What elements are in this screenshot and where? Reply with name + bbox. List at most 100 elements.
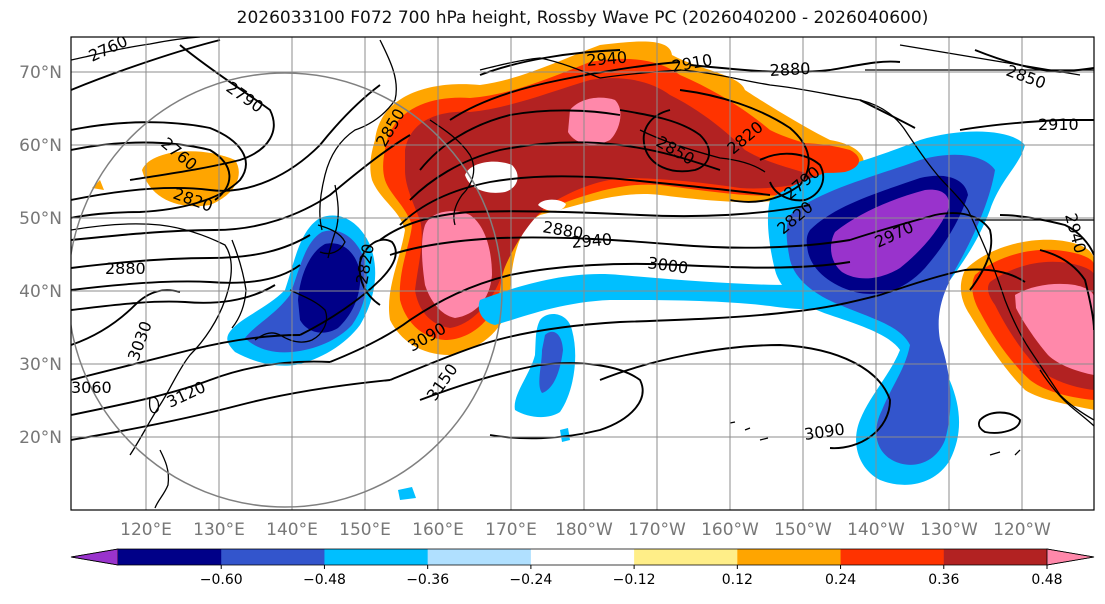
colorbar-cell [737, 549, 842, 565]
contour-8 [71, 264, 301, 291]
contour-6 [71, 134, 411, 241]
colorbar-cells [70, 548, 1095, 566]
lat-label-20n: 20°N [19, 428, 62, 448]
contour-32 [959, 119, 1094, 131]
shade-bit-1 [398, 487, 416, 500]
contour-22 [419, 109, 621, 171]
colorbar-cell [943, 549, 1048, 565]
coast-islands-1 [989, 449, 1021, 456]
contour-label-6: 3060 [71, 378, 112, 397]
contour-15 [329, 261, 851, 363]
shade-japan-navy [298, 243, 361, 333]
colorbar-cell [530, 549, 635, 565]
colorbar-tick-label: −0.60 [200, 572, 243, 588]
colorbar-cell [118, 549, 222, 565]
coast-sakhalin [327, 184, 339, 259]
map-title: 2026033100 F072 700 hPa height, Rossby W… [236, 8, 929, 28]
contour-37 [977, 411, 1021, 434]
coast-kamchatka [429, 119, 475, 226]
coast-hawaii [729, 421, 769, 441]
shade-npac-darkred [405, 78, 820, 328]
coast-mexico [1039, 369, 1094, 427]
lon-label-160w: 160°W [701, 520, 759, 540]
contour-36 [599, 344, 891, 449]
contour-label-4: 2880 [105, 259, 146, 278]
colorbar-tick-label: −0.48 [303, 572, 346, 588]
map-border [70, 36, 1095, 511]
coast-aleutians [639, 129, 766, 173]
contour-label-11: 2880 [769, 59, 811, 80]
lat-label-50n: 50°N [19, 209, 62, 229]
contour-label-17: 2940 [571, 230, 613, 252]
coast-korea [231, 239, 247, 329]
contour-4 [71, 141, 231, 201]
lon-label-140w: 140°W [847, 520, 905, 540]
contour-11 [71, 334, 301, 381]
shade-goa-purple [830, 189, 949, 279]
colorbar: −0.60 −0.48 −0.36 −0.24 −0.12 0.12 0.24 0.36 0.4… [70, 548, 1095, 588]
contour-2 [129, 44, 275, 181]
lon-label-150e: 150°E [339, 520, 391, 540]
shade-npac-pink-b [568, 97, 621, 145]
contour-30 [689, 60, 901, 73]
contour-20 [399, 175, 771, 226]
coast-japan-honshu [254, 289, 328, 343]
lon-labels: 120°E 130°E 140°E 150°E 160°E 170°E 180°… [120, 520, 1051, 540]
shading-layer [92, 41, 1094, 500]
lat-label-40n: 40°N [19, 282, 62, 302]
contour-26 [679, 89, 810, 203]
colorbar-tick-label: 0.36 [928, 572, 959, 588]
colorbar-tick-label: 0.24 [825, 572, 856, 588]
map-layers: 2760 2790 2760 2820 2880 3030 3060 3120 … [71, 37, 1094, 510]
lon-label-130w: 130°W [920, 520, 978, 540]
colorbar-extend-min [70, 548, 119, 566]
lon-label-150w: 150°W [774, 520, 832, 540]
lon-label-120e: 120°E [120, 520, 172, 540]
coast-okhotsk [319, 39, 397, 231]
contour-23 [449, 61, 681, 121]
colorbar-cell [324, 549, 429, 565]
lon-label-170e: 170°E [485, 520, 537, 540]
contour-29 [879, 268, 1026, 296]
colorbar-cell [634, 549, 738, 565]
colorbar-tick-label: −0.12 [613, 572, 656, 588]
colorbar-tick-label: 0.12 [722, 572, 753, 588]
coast-asia-north [71, 37, 201, 61]
contour-label-9: 2940 [586, 48, 628, 70]
contour-5 [71, 84, 381, 201]
contour-17 [419, 362, 644, 440]
lon-label-160e: 160°E [412, 520, 464, 540]
lat-label-60n: 60°N [19, 136, 62, 156]
coast-china [71, 223, 233, 456]
lon-label-140e: 140°E [266, 520, 318, 540]
contour-19 [389, 236, 851, 256]
contour-21 [409, 141, 721, 201]
shade-midpac-band [478, 274, 850, 325]
contour-27 [759, 152, 825, 202]
contour-25 [619, 109, 710, 173]
colorbar-tick-label: −0.24 [509, 572, 552, 588]
contour-13 [71, 379, 391, 441]
coast-japan-hokkaido [317, 224, 346, 255]
graticule [71, 37, 1094, 510]
range-circle [71, 72, 503, 508]
contour-16 [389, 294, 881, 381]
colorbar-cell [221, 549, 325, 565]
shade-patch-1 [770, 143, 860, 173]
contour-14 [299, 238, 397, 336]
contour-24 [479, 49, 621, 76]
contour-9 [71, 284, 276, 311]
colorbar-cell [840, 549, 945, 565]
coast-philippines [154, 449, 170, 509]
contour-34 [999, 214, 1094, 256]
colorbar-tick-label: −0.36 [406, 572, 449, 588]
colorbar-extend-max [1046, 548, 1095, 566]
contour-31 [859, 99, 916, 129]
contour-7 [71, 234, 311, 269]
shade-wus-pink [1015, 283, 1094, 375]
lat-label-70n: 70°N [19, 63, 62, 83]
contour-3 [71, 121, 247, 219]
shade-npac-hole-b [538, 199, 566, 211]
contour-35 [1039, 249, 1094, 331]
